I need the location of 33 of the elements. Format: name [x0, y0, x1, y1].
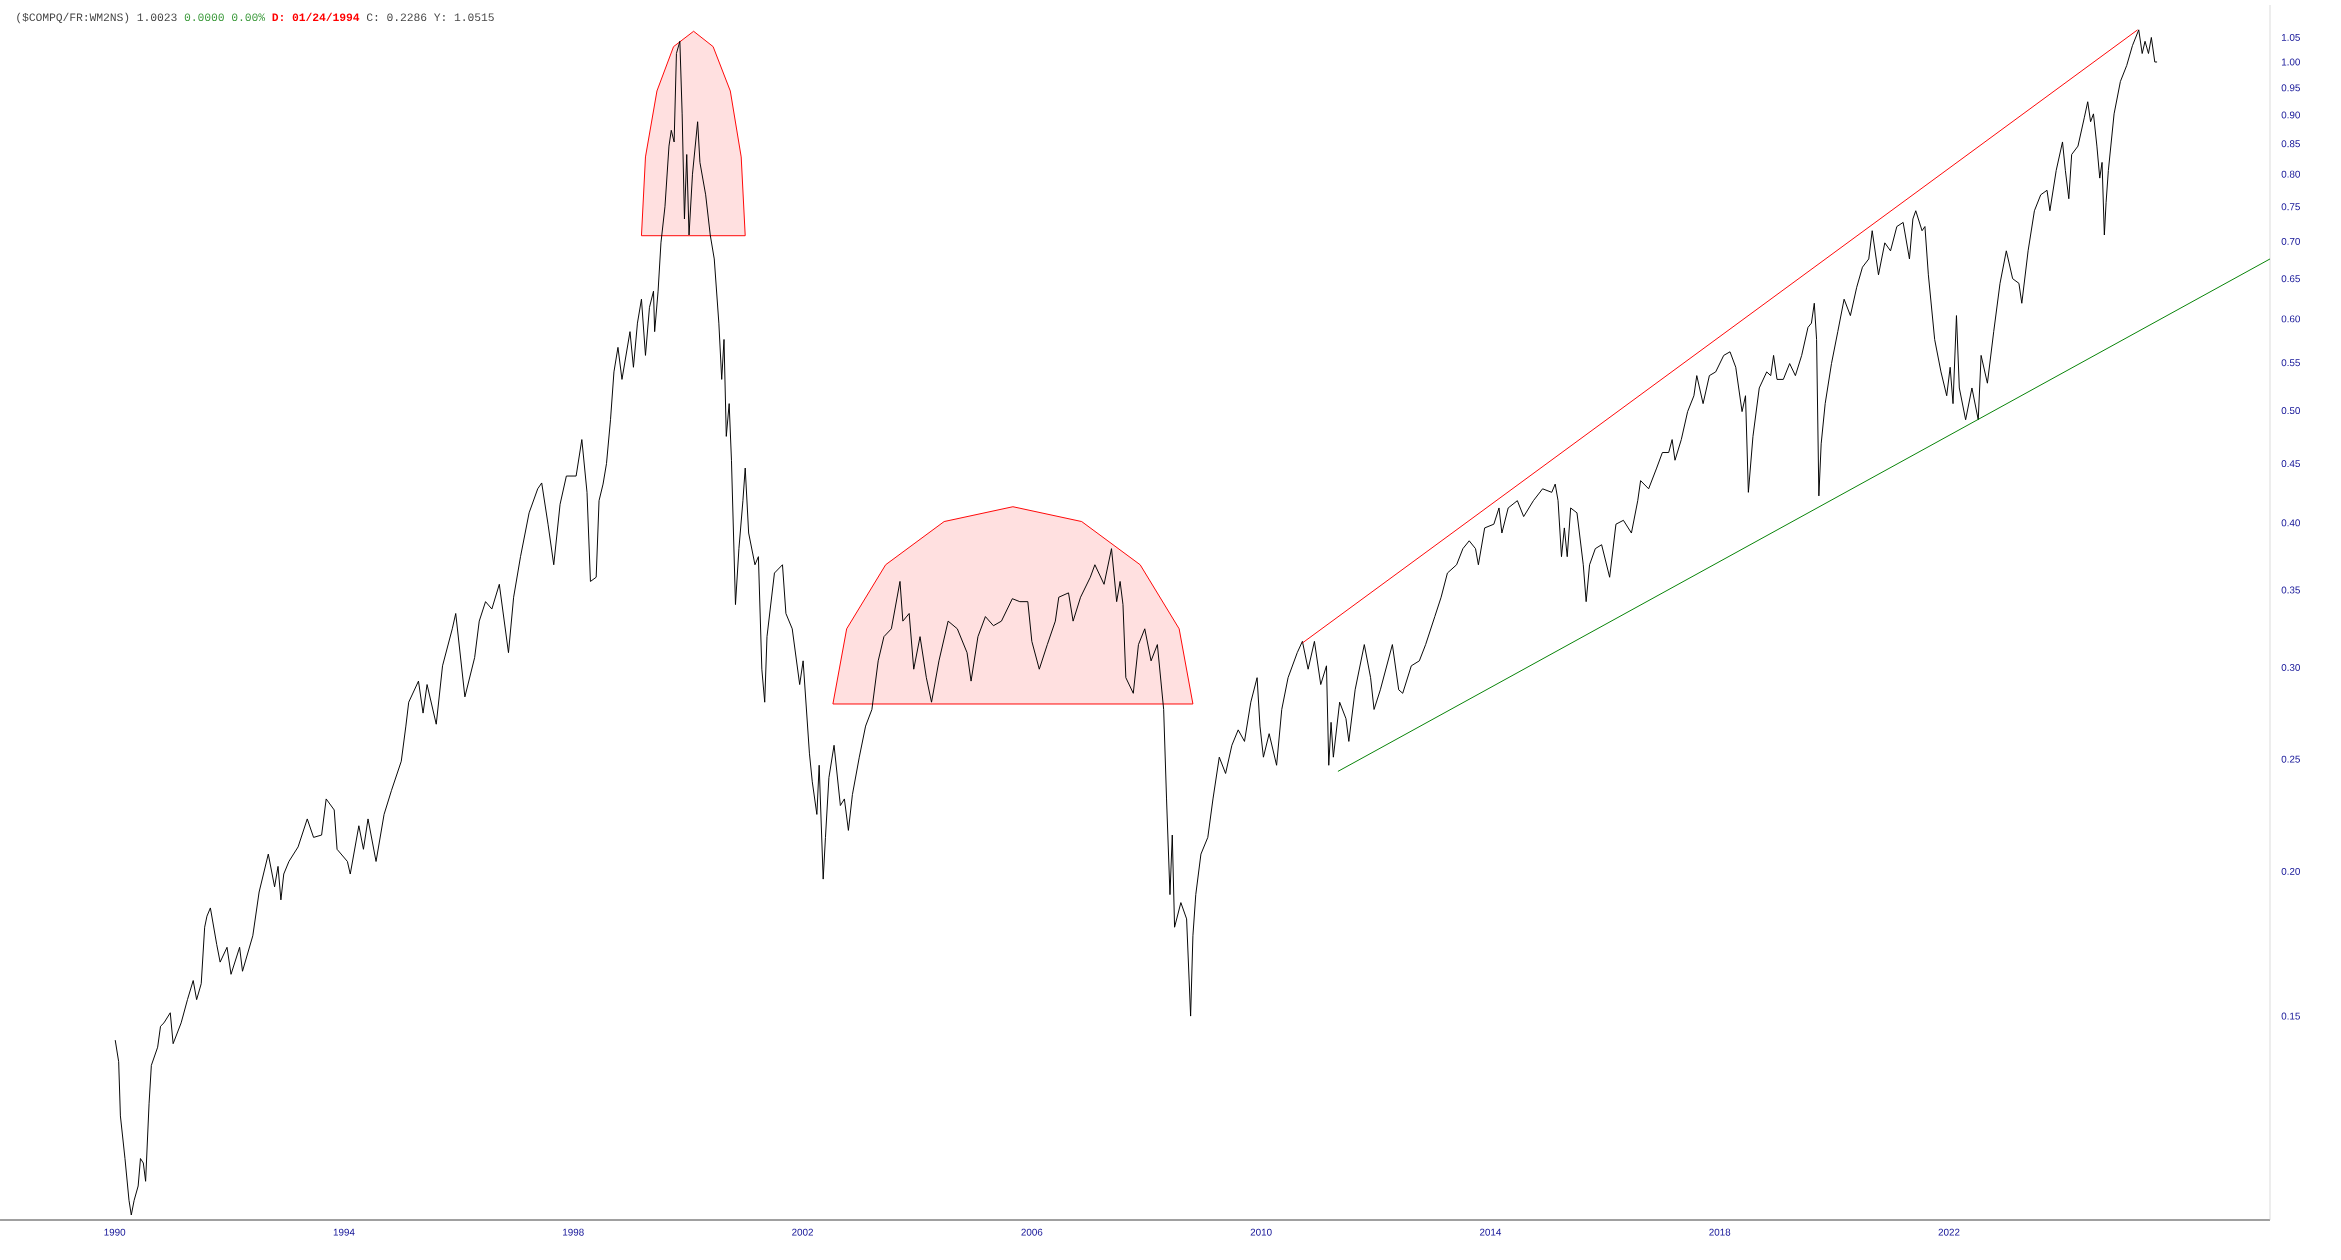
annotation: D: 01/24/1994 [272, 12, 360, 22]
x-tick-label: 2010 [1250, 1228, 1272, 1236]
x-tick-label: 2002 [792, 1228, 813, 1236]
y-tick-label: 0.75 [2281, 203, 2300, 211]
text: 0.0000 0.00% [184, 13, 266, 22]
y-tick-label: 0.95 [2281, 84, 2300, 92]
y-tick-label: 0.50 [2281, 407, 2300, 415]
y-tick-label: 0.60 [2281, 315, 2300, 323]
x-tick-label: 2014 [1479, 1228, 1502, 1236]
y-tick-label: 0.70 [2281, 237, 2300, 245]
y-tick-label: 0.90 [2281, 111, 2300, 119]
text: ($COMPQ/FR:WM2NS) 1.0023 [17, 12, 177, 24]
y-tick-label: 1.00 [2281, 58, 2300, 66]
y-tick-label: 0.85 [2281, 140, 2300, 148]
x-tick-label: 1990 [104, 1228, 126, 1236]
y-tick-label: 0.20 [2281, 867, 2300, 875]
y-tick-label: 0.35 [2281, 586, 2300, 594]
y-tick-label: 0.40 [2281, 519, 2300, 527]
x-tick-label: 1998 [563, 1228, 584, 1236]
line-series [114, 29, 2158, 1216]
y-tick-label: 0.15 [2281, 1012, 2300, 1020]
y-tick-label: 0.55 [2281, 359, 2300, 367]
y-tick-label: 1.05 [2281, 33, 2300, 41]
y-tick-label: 0.45 [2281, 460, 2300, 468]
y-tick-label: 0.30 [2281, 664, 2300, 671]
x-tick-label: 2022 [1938, 1228, 1960, 1236]
annotation: C: 0.2286 Y: 1.0515 [366, 13, 494, 22]
x-tick-label: 2006 [1021, 1228, 1043, 1236]
y-tick-label: 0.80 [2281, 170, 2300, 178]
x-tick-label: 1994 [333, 1228, 355, 1236]
x-tick-label: 2018 [1709, 1228, 1731, 1236]
y-tick-label: 0.65 [2281, 275, 2300, 283]
y-tick-label: 0.25 [2281, 755, 2300, 763]
